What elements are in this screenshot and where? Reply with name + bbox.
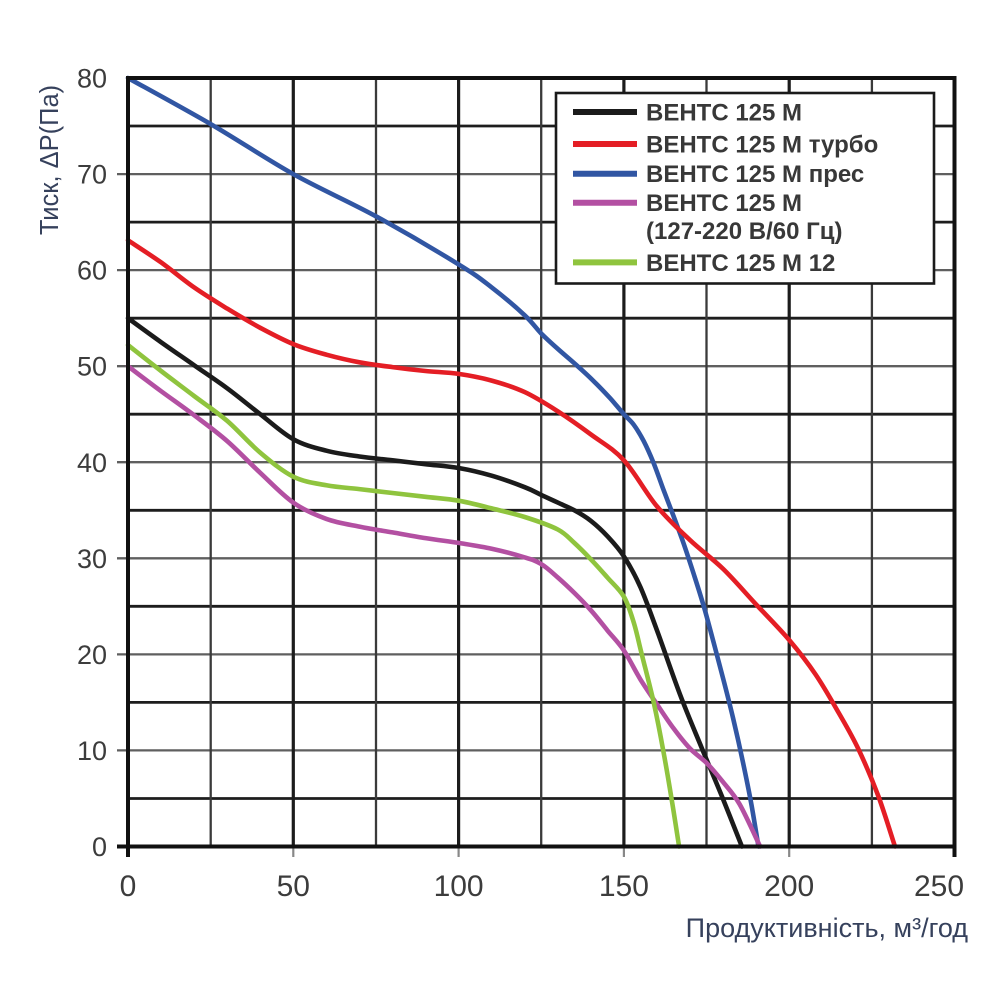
svg-text:50: 50 bbox=[77, 352, 107, 382]
svg-text:(127-220 В/60 Гц): (127-220 В/60 Гц) bbox=[646, 218, 842, 245]
svg-text:60: 60 bbox=[77, 256, 107, 286]
svg-text:ВЕНТС 125 М прес: ВЕНТС 125 М прес bbox=[646, 161, 864, 188]
svg-text:50: 50 bbox=[277, 870, 310, 903]
svg-text:0: 0 bbox=[120, 870, 137, 903]
svg-text:Продуктивність, м³/год: Продуктивність, м³/год bbox=[686, 913, 969, 943]
svg-text:ВЕНТС 125 М турбо: ВЕНТС 125 М турбо bbox=[646, 132, 878, 159]
svg-text:30: 30 bbox=[77, 544, 107, 574]
svg-text:250: 250 bbox=[914, 870, 964, 903]
svg-text:20: 20 bbox=[77, 640, 107, 670]
svg-text:10: 10 bbox=[77, 736, 107, 766]
svg-text:ВЕНТС 125 М: ВЕНТС 125 М bbox=[646, 190, 802, 217]
svg-text:0: 0 bbox=[92, 832, 107, 862]
svg-text:40: 40 bbox=[77, 448, 107, 478]
svg-text:70: 70 bbox=[77, 160, 107, 190]
svg-text:200: 200 bbox=[764, 870, 814, 903]
svg-text:Тиск, ΔР(Па): Тиск, ΔР(Па) bbox=[36, 85, 64, 235]
svg-text:ВЕНТС 125 М 12: ВЕНТС 125 М 12 bbox=[646, 250, 835, 277]
svg-text:100: 100 bbox=[434, 870, 484, 903]
svg-text:80: 80 bbox=[77, 64, 107, 94]
svg-text:ВЕНТС 125 М: ВЕНТС 125 М bbox=[646, 100, 802, 127]
svg-text:150: 150 bbox=[599, 870, 649, 903]
